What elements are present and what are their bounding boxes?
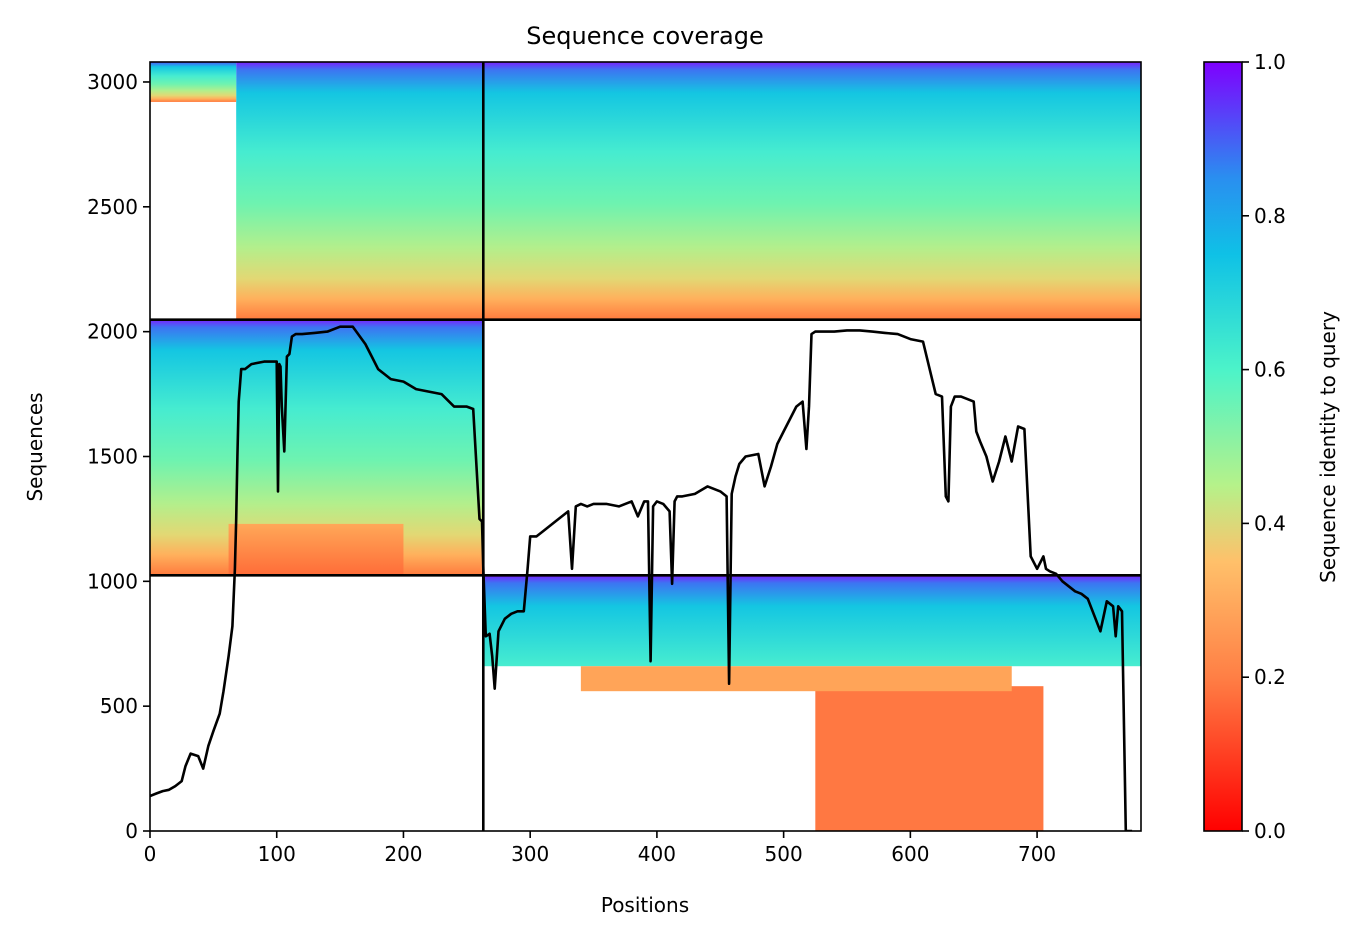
colorbar-tick-label: 0.6	[1254, 358, 1286, 382]
colorbar-tick-label: 1.0	[1254, 50, 1286, 74]
x-tick-label: 100	[258, 842, 296, 866]
y-axis-ticks: 0 500 1000 1500 2000 2500 3000	[87, 70, 150, 843]
y-tick-label: 1500	[87, 444, 138, 468]
colorbar-tick-label: 0.0	[1254, 819, 1286, 843]
block-middle-left-orange	[228, 523, 404, 576]
x-tick-label: 600	[891, 842, 929, 866]
colorbar-tick-label: 0.2	[1254, 665, 1286, 689]
x-axis-label: Positions	[601, 893, 689, 917]
block-top-right	[483, 62, 1141, 320]
block-bottom-right-orange	[815, 686, 1044, 831]
x-axis-ticks: 0 100 200 300 400 500 600 700	[144, 831, 1056, 866]
y-tick-label: 1000	[87, 569, 138, 593]
coverage-line	[150, 325, 1133, 831]
x-tick-label: 400	[638, 842, 676, 866]
y-tick-label: 2500	[87, 195, 138, 219]
y-axis-label: Sequences	[23, 392, 47, 501]
colorbar-ticks: 0.0 0.2 0.4 0.6 0.8 1.0	[1242, 50, 1286, 843]
block-top-left-rows	[150, 62, 237, 102]
x-tick-label: 500	[765, 842, 803, 866]
y-tick-label: 0	[125, 819, 138, 843]
chart-title: Sequence coverage	[526, 22, 763, 50]
heatmap-blocks	[150, 62, 1141, 831]
y-tick-label: 500	[100, 694, 138, 718]
x-tick-label: 200	[384, 842, 422, 866]
block-bottom-right-band	[580, 666, 1012, 692]
block-separators	[150, 62, 1141, 831]
colorbar-label: Sequence identity to query	[1316, 311, 1340, 583]
colorbar-tick-label: 0.8	[1254, 204, 1286, 228]
y-tick-label: 3000	[87, 70, 138, 94]
x-tick-label: 0	[144, 842, 157, 866]
colorbar	[1203, 61, 1243, 832]
x-tick-label: 300	[511, 842, 549, 866]
plot-frame	[149, 61, 1142, 832]
block-top-left	[236, 62, 484, 320]
x-tick-label: 700	[1018, 842, 1056, 866]
y-tick-label: 2000	[87, 320, 138, 344]
colorbar-tick-label: 0.4	[1254, 511, 1286, 535]
